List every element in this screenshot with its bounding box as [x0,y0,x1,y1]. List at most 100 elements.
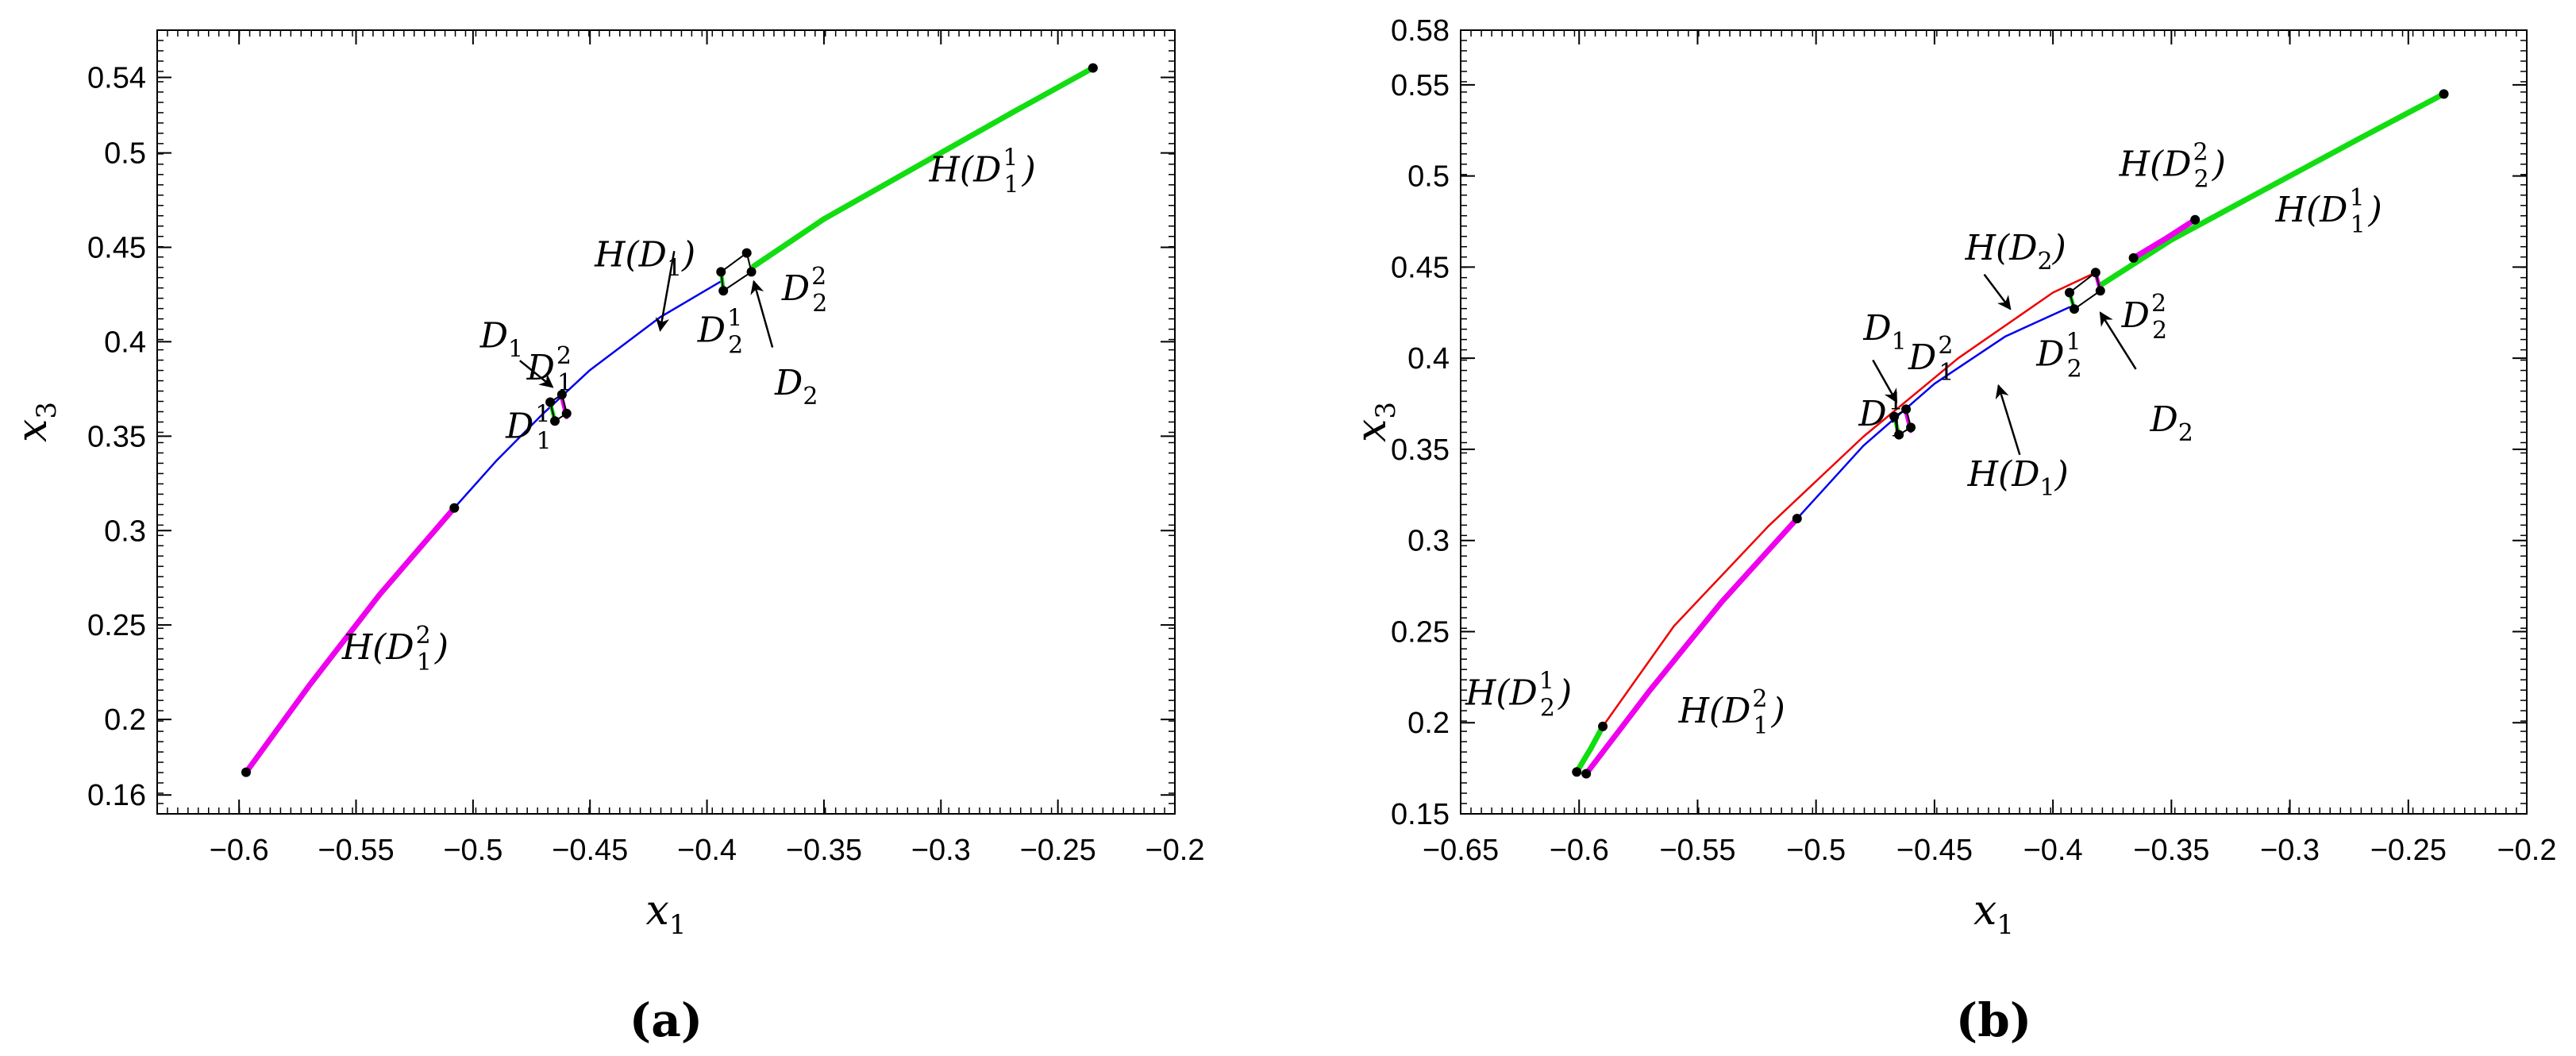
annotation-label: H(D2 2) [2119,139,2226,194]
y-tick-label: 0.45 [1391,251,1450,284]
y-tick-label: 0.55 [1391,69,1450,102]
data-point [718,286,729,296]
y-tick-label: 0.5 [104,137,146,171]
data-point [1792,514,1802,524]
annotation-label: D2 1 [526,342,572,397]
y-tick-label: 0.3 [104,515,146,548]
y-tick-label: 0.15 [1391,798,1450,831]
plot-frame [1460,29,2528,815]
x-tick-label: −0.65 [1423,834,1499,867]
x-tick-label: −0.55 [1659,834,1735,867]
data-point [561,408,572,418]
y-axis-label: x3 [9,402,63,442]
x-axis-label: x1 [1973,887,2014,941]
data-point [449,503,460,513]
data-point [2190,214,2201,225]
x-tick-label: −0.5 [443,834,502,867]
annotation-label: H(D1) [1967,454,2069,502]
annotation-label: D1 [479,316,523,364]
y-tick-label: 0.35 [87,420,146,453]
x-tick-label: −0.25 [2370,834,2447,867]
data-point [1088,63,1098,73]
y-tick-label: 0.5 [1407,160,1450,194]
minor-ticks [157,30,1175,814]
data-point [545,397,556,407]
annotation-arrow [1983,273,2012,310]
annotation-label: D2 1 [1908,332,1954,387]
annotation-arrow [1872,359,1898,403]
x-tick-label: −0.2 [2497,834,2556,867]
data-point [1889,411,1900,422]
y-tick-label: 0.25 [87,609,146,642]
x-tick-label: −0.5 [1786,834,1846,867]
annotation-label: H(D1 1) [2275,184,2382,239]
data-point [1581,769,1592,779]
annotation-arrow [1995,383,2021,456]
panel-label: (b) [1956,993,2031,1047]
data-point [746,267,757,277]
x-tick-label: −0.55 [318,834,394,867]
annotation-label: H(D2 1) [341,622,449,676]
x-tick-label: −0.6 [1550,834,1609,867]
data-point [716,267,726,277]
x-tick-label: −0.35 [786,834,862,867]
y-tick-label: 0.16 [87,779,146,812]
x-tick-label: −0.6 [210,834,269,867]
data-point [550,416,560,426]
series-line [453,280,722,509]
series-line [1573,723,1606,775]
data-point [1906,422,1916,433]
data-point [2090,268,2100,278]
series-line [2097,91,2447,288]
chart-panel-b: −0.65 −0.6 −0.55 −0.5 −0.45 −0.4 −0.35 −0.3 −0.2… [1348,14,2557,1047]
data-point [741,248,752,258]
x-tick-label: −0.4 [677,834,737,867]
x-tick-label: −0.3 [2260,834,2320,867]
annotation-arrow [750,279,774,348]
x-tick-label: −0.35 [2133,834,2209,867]
annotation-label: D2 2 [781,263,827,318]
data-point [1894,430,1904,440]
series-line [1601,272,2097,728]
y-tick-label: 0.54 [87,61,146,94]
annotation-label: D2 [2149,399,2193,447]
x-tick-label: −0.45 [552,834,628,867]
annotation-label: D1 [1862,308,1906,356]
y-axis-label: x3 [1348,402,1402,442]
y-tick-label: 0.58 [1391,14,1450,48]
annotation-label: H(D1) [594,234,695,282]
annotation-arrow [655,251,676,332]
plot-frame [156,29,1176,815]
data-point [2095,286,2105,296]
series-line [243,505,457,776]
series-line [1583,515,1800,777]
x-axis-label: x1 [646,887,687,941]
y-tick-label: 0.35 [1391,434,1450,467]
data-point [1901,404,1912,414]
data-point [241,767,251,777]
annotation-label: H(D1 1) [929,144,1036,198]
annotation-label: H(D2) [1965,228,2066,276]
x-tick-label: −0.45 [1896,834,1973,867]
data-point [2069,304,2079,314]
y-tick-label: 0.45 [87,232,146,265]
annotation-label: D2 2 [2121,290,2167,345]
y-tick-label: 0.2 [104,703,146,737]
data-point [2128,252,2139,263]
chart-panel-a: −0.6 −0.55 −0.5 −0.45 −0.4 −0.35 −0.3 −0.25 −0.2… [9,29,1205,1047]
series-line [751,65,1096,269]
x-tick-label: −0.4 [2023,834,2083,867]
minor-ticks [1461,30,2527,814]
annotation-label: D2 [774,363,818,410]
data-point [1572,767,1582,777]
y-tick-label: 0.2 [1407,707,1450,740]
x-tick-label: −0.3 [911,834,971,867]
data-point [2065,287,2075,298]
annotation-label: D1 1 [505,401,551,456]
data-point [556,390,567,400]
series-line [2131,217,2198,261]
y-tick-label: 0.4 [104,326,146,359]
annotation-label: D1 2 [697,304,743,359]
annotation-arrow [519,360,554,388]
